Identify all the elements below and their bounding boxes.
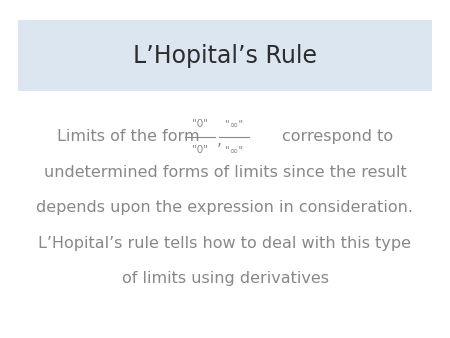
FancyBboxPatch shape [18, 20, 432, 91]
Text: L’Hopital’s Rule: L’Hopital’s Rule [133, 44, 317, 68]
Text: of limits using derivatives: of limits using derivatives [122, 271, 328, 286]
Text: "∞": "∞" [225, 145, 243, 155]
Text: "0": "0" [192, 145, 208, 155]
Text: ,: , [216, 133, 222, 148]
Text: correspond to: correspond to [282, 129, 393, 144]
Text: L’Hopital’s rule tells how to deal with this type: L’Hopital’s rule tells how to deal with … [39, 236, 411, 251]
Text: Limits of the form: Limits of the form [57, 129, 199, 144]
Text: "∞": "∞" [225, 119, 243, 129]
Text: "0": "0" [192, 119, 208, 129]
Text: undetermined forms of limits since the result: undetermined forms of limits since the r… [44, 165, 406, 180]
Text: depends upon the expression in consideration.: depends upon the expression in considera… [36, 200, 414, 215]
